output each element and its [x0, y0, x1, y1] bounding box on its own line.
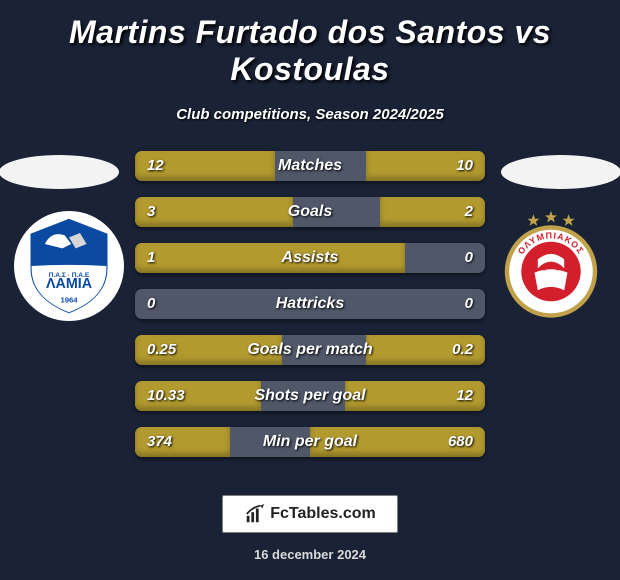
stat-row: Hattricks0 0 [135, 289, 485, 319]
stat-value-right: 0.2 [452, 335, 473, 365]
stat-row: Shots per goal10.33 12 [135, 381, 485, 411]
stat-row: Matches12 10 [135, 151, 485, 181]
fctables-icon [244, 503, 266, 525]
stat-value-left: 12 [147, 151, 164, 181]
comparison-stage: ΛΑΜΙΑ Π.Α.Σ · Π.Α.Ε 1964 ΟΛΥΜΠΙΑΚΟΣ [0, 141, 620, 481]
stat-value-right: 0 [465, 243, 473, 273]
footer-logo: FcTables.com [222, 495, 398, 533]
stat-label: Assists [135, 243, 485, 273]
stat-row: Assists1 0 [135, 243, 485, 273]
page-title: Martins Furtado dos Santos vs Kostoulas [0, 0, 620, 88]
footer-logo-text: FcTables.com [270, 505, 376, 523]
stat-value-right: 0 [465, 289, 473, 319]
stat-value-left: 374 [147, 427, 172, 457]
stat-label: Goals [135, 197, 485, 227]
svg-text:1964: 1964 [60, 295, 78, 304]
stat-value-right: 10 [456, 151, 473, 181]
stat-row: Goals3 2 [135, 197, 485, 227]
stat-value-right: 12 [456, 381, 473, 411]
stat-label: Min per goal [135, 427, 485, 457]
stat-value-right: 680 [448, 427, 473, 457]
svg-text:Π.Α.Σ · Π.Α.Ε: Π.Α.Σ · Π.Α.Ε [49, 272, 90, 279]
lamia-crest-icon: ΛΑΜΙΑ Π.Α.Σ · Π.Α.Ε 1964 [14, 211, 124, 321]
stat-value-left: 0.25 [147, 335, 176, 365]
stat-label: Hattricks [135, 289, 485, 319]
stat-label: Goals per match [135, 335, 485, 365]
stat-row: Min per goal374 680 [135, 427, 485, 457]
date-label: 16 december 2024 [0, 547, 620, 562]
stat-label: Shots per goal [135, 381, 485, 411]
stat-value-right: 2 [465, 197, 473, 227]
stat-label: Matches [135, 151, 485, 181]
stat-row: Goals per match0.25 0.2 [135, 335, 485, 365]
halo-left [0, 155, 119, 189]
stat-bars: Matches1210Goals32Assists10Hattricks00Go… [135, 151, 485, 473]
club-badge-left: ΛΑΜΙΑ Π.Α.Σ · Π.Α.Ε 1964 [14, 211, 124, 321]
subtitle: Club competitions, Season 2024/2025 [0, 106, 620, 123]
olympiacos-crest-icon: ΟΛΥΜΠΙΑΚΟΣ [496, 211, 606, 321]
stat-value-left: 1 [147, 243, 155, 273]
stat-value-left: 10.33 [147, 381, 185, 411]
stat-value-left: 0 [147, 289, 155, 319]
stat-value-left: 3 [147, 197, 155, 227]
halo-right [501, 155, 620, 189]
club-badge-right: ΟΛΥΜΠΙΑΚΟΣ [496, 211, 606, 321]
